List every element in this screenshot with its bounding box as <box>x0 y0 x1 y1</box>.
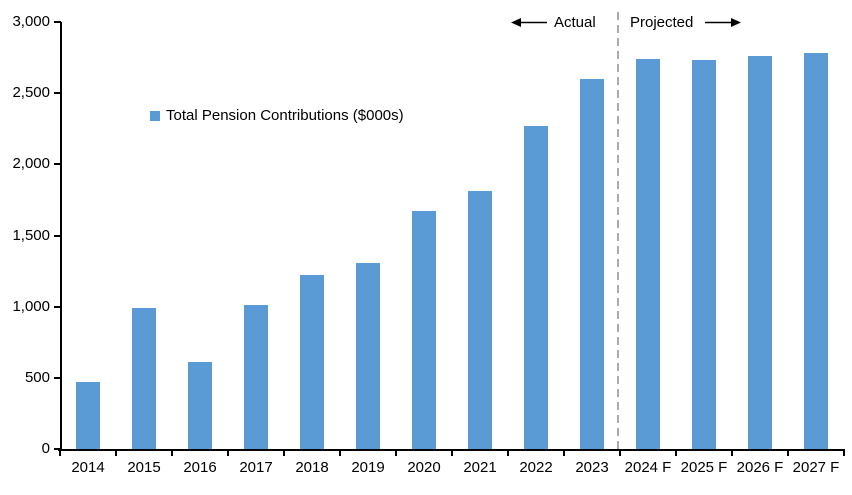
bar-2020 <box>412 211 436 449</box>
y-tick-mark <box>54 163 61 166</box>
x-axis-line <box>58 449 845 451</box>
x-tick-mark <box>451 451 453 456</box>
legend: Total Pension Contributions ($000s) <box>150 107 404 125</box>
x-tick-mark <box>283 451 285 456</box>
x-category-label: 2019 <box>351 459 385 476</box>
x-tick-mark <box>507 451 509 456</box>
bar-2021 <box>468 191 492 449</box>
legend-series-label: Total Pension Contributions ($000s) <box>166 107 404 124</box>
x-category-label: 2017 <box>239 459 273 476</box>
x-category-label: 2020 <box>407 459 441 476</box>
x-tick-mark <box>563 451 565 456</box>
y-tick-label: 0 <box>41 440 50 457</box>
actual-projected-divider <box>617 12 619 449</box>
x-category-label: 2026 F <box>736 459 784 476</box>
x-tick-mark <box>787 451 789 456</box>
bar-2025-f <box>692 60 716 449</box>
x-category-label: 2021 <box>463 459 497 476</box>
x-tick-mark <box>619 451 621 456</box>
y-tick-mark <box>54 305 61 308</box>
x-category-label: 2025 F <box>680 459 728 476</box>
x-tick-mark <box>843 451 845 456</box>
actual-left-arrow-icon <box>511 18 547 27</box>
x-tick-mark <box>171 451 173 456</box>
bar-2016 <box>188 362 212 449</box>
x-tick-mark <box>675 451 677 456</box>
y-tick-label: 500 <box>24 368 50 386</box>
y-tick-label: 2,500 <box>12 84 50 102</box>
y-axis-line <box>60 22 62 449</box>
bar-2018 <box>300 275 324 449</box>
bar-2014 <box>76 382 100 449</box>
legend-series-marker-icon <box>150 111 160 121</box>
y-tick-mark <box>54 21 61 23</box>
x-category-label: 2024 F <box>624 459 672 476</box>
bar-2023 <box>580 78 604 449</box>
x-tick-mark <box>339 451 341 456</box>
bar-2022 <box>524 125 548 449</box>
bar-2026-f <box>748 56 772 449</box>
bar-2027-f <box>804 53 828 449</box>
y-tick-mark <box>54 376 61 379</box>
x-tick-mark <box>115 451 117 456</box>
bar-2024-f <box>636 59 660 449</box>
x-category-label: 2014 <box>71 459 105 476</box>
x-category-label: 2022 <box>519 459 553 476</box>
bar-2015 <box>132 308 156 449</box>
x-category-label: 2015 <box>127 459 161 476</box>
x-category-label: 2018 <box>295 459 329 476</box>
y-tick-mark <box>54 234 61 237</box>
actual-zone-label: Actual <box>554 14 596 31</box>
y-tick-mark <box>54 448 61 450</box>
projected-right-arrow-icon <box>705 18 741 27</box>
x-category-label: 2027 F <box>792 459 840 476</box>
y-tick-label: 2,000 <box>12 155 50 173</box>
y-tick-mark <box>54 92 61 95</box>
x-tick-mark <box>59 451 61 456</box>
bar-2017 <box>244 305 268 449</box>
x-category-label: 2016 <box>183 459 217 476</box>
y-tick-label: 1,000 <box>12 297 50 315</box>
x-category-label: 2023 <box>575 459 609 476</box>
y-tick-label: 1,500 <box>12 226 50 244</box>
x-tick-mark <box>731 451 733 456</box>
bar-2019 <box>356 262 380 449</box>
y-tick-label: 3,000 <box>12 13 50 30</box>
projected-zone-label: Projected <box>630 14 694 31</box>
x-tick-mark <box>395 451 397 456</box>
x-tick-mark <box>227 451 229 456</box>
